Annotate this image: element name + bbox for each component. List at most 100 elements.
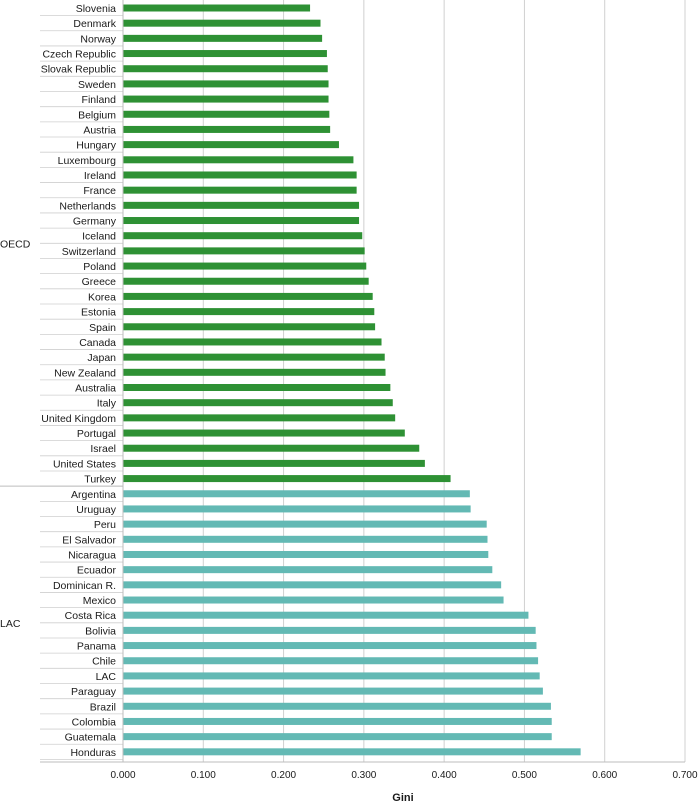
bar [123,292,373,300]
bar [123,459,425,467]
bar [123,368,386,376]
bar [123,702,551,710]
bar [123,596,504,604]
category-label: New Zealand [54,367,116,379]
category-label: Portugal [77,428,116,440]
category-label: Brazil [90,701,116,713]
category-label: El Salvador [62,534,116,546]
bar [123,717,552,725]
bar [123,125,331,133]
category-label: Norway [80,33,116,45]
category-label: Italy [97,398,117,410]
x-axis-title: Gini [392,792,413,804]
bar [123,323,376,331]
bar [123,65,328,73]
bar [123,748,581,756]
category-label: Slovak Republic [41,64,116,76]
bar [123,672,540,680]
bar [123,141,339,149]
category-label: United States [53,458,116,470]
category-label: Hungary [76,140,116,152]
bar [123,429,405,437]
category-label: Dominican R. [53,580,116,592]
bar [123,581,502,589]
category-label: Nicaragua [68,549,116,561]
x-tick-label: 0.700 [672,770,697,781]
category-label: Finland [82,94,117,106]
bar [123,444,420,452]
bar [123,505,471,513]
category-label: Peru [94,519,116,531]
x-tick-label: 0.000 [110,770,135,781]
x-tick-label: 0.600 [592,770,617,781]
bar [123,566,493,574]
category-label: Sweden [78,79,116,91]
category-label: Guatemala [65,732,117,744]
category-label: Korea [88,291,116,303]
category-label: Germany [73,216,117,228]
category-label: Denmark [73,18,116,30]
bar [123,277,369,285]
bar [123,535,488,543]
category-label: Netherlands [59,200,116,212]
category-label: Turkey [84,474,116,486]
x-tick-label: 0.100 [191,770,216,781]
group-label: OECD [0,238,31,250]
category-label: Luxembourg [58,155,117,167]
bar [123,520,487,528]
group-label: LAC [0,618,21,630]
category-label: Greece [82,276,117,288]
bar [123,353,385,361]
category-label: Spain [89,322,116,334]
category-label: Ecuador [77,565,117,577]
bar [123,550,489,558]
bar [123,4,311,12]
category-label: Mexico [83,595,116,607]
bar [123,475,451,483]
category-label: United Kingdom [41,413,116,425]
category-label: Iceland [82,231,116,243]
bar [123,95,329,103]
bar [123,687,543,695]
category-label: Uruguay [76,504,116,516]
category-label: Ireland [84,170,116,182]
bar [123,733,552,741]
bar [123,657,539,665]
bar [123,232,363,240]
category-label: Poland [83,261,116,273]
category-label: Slovenia [76,3,116,15]
category-label: Honduras [70,747,116,759]
category-label: Australia [75,383,116,395]
bar [123,34,323,42]
bar [123,19,321,27]
category-label: Czech Republic [42,49,116,61]
bar [123,262,367,270]
category-label: Austria [83,124,116,136]
bar [123,384,391,391]
category-label: Paraguay [71,686,117,698]
bar [123,171,357,179]
category-label: Costa Rica [65,610,117,622]
bar [123,338,382,346]
category-label: Canada [79,337,116,349]
bar [123,626,536,634]
category-label: Bolivia [85,625,116,637]
bar [123,156,354,164]
bar [123,247,365,255]
x-tick-label: 0.400 [432,770,457,781]
category-label: Chile [92,656,116,668]
category-label: Colombia [72,716,117,728]
bar [123,80,329,88]
bar [123,611,529,619]
category-label: Japan [87,352,116,364]
category-label: France [83,185,116,197]
bar [123,50,327,58]
bar [123,308,375,316]
bar [123,110,330,118]
bar [123,201,360,209]
x-tick-label: 0.200 [271,770,296,781]
category-label: Panama [77,641,116,653]
bar [123,642,537,650]
